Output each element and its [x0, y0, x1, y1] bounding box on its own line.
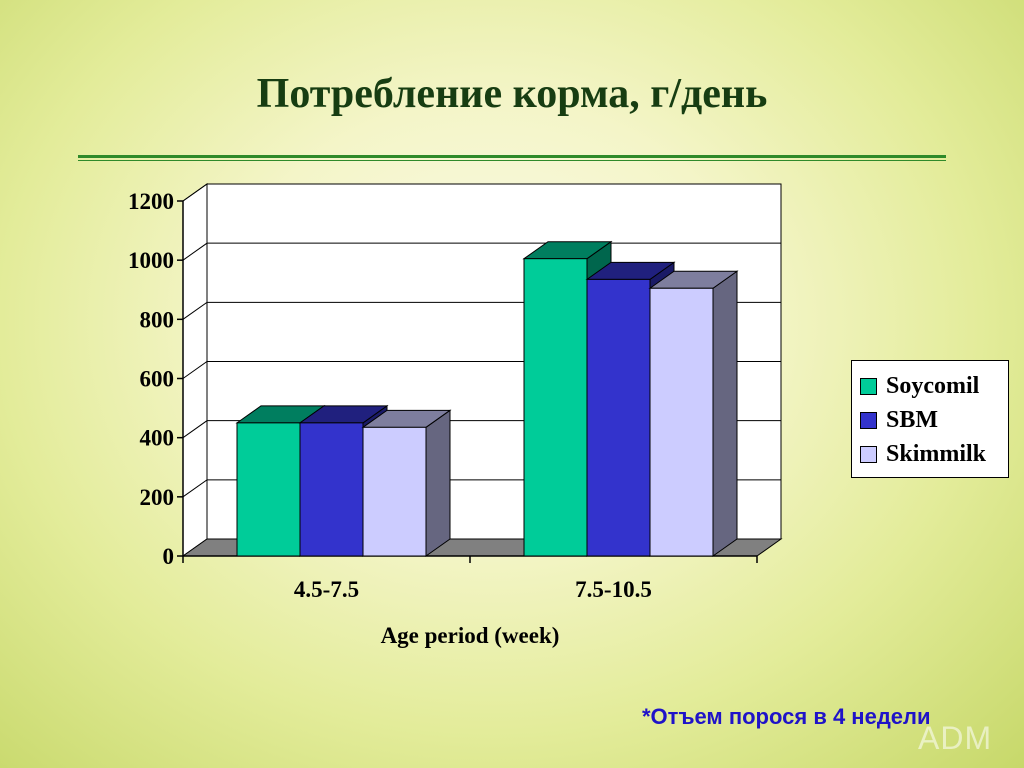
- y-tick-label: 800: [140, 307, 175, 332]
- legend-item-soycomil: Soycomil: [860, 369, 1008, 403]
- y-tick-label: 400: [140, 426, 175, 451]
- bar-front: [236, 422, 301, 557]
- legend-label-soycomil: Soycomil: [886, 372, 980, 399]
- legend-item-skimmilk: Skimmilk: [860, 437, 1008, 471]
- footnote: *Отъем порося в 4 недели: [642, 704, 931, 729]
- bar-front: [586, 278, 651, 557]
- y-tick-label: 0: [163, 544, 175, 569]
- bar-front: [523, 258, 588, 557]
- gridline: [182, 183, 781, 202]
- y-tick-label: 1000: [128, 248, 174, 273]
- chart-bars: [235, 240, 739, 557]
- legend-item-sbm: SBM: [860, 403, 1008, 437]
- bar-front: [649, 287, 714, 557]
- x-tick-label: 7.5-10.5: [575, 577, 652, 602]
- x-axis-title: Age period (week): [381, 623, 560, 648]
- x-tick-label: 4.5-7.5: [294, 577, 359, 602]
- title-divider-thin: [78, 160, 946, 161]
- slide-title: Потребление корма, г/день: [256, 71, 768, 117]
- title-divider: [78, 155, 946, 158]
- bar-skimmilk-1: [361, 409, 452, 557]
- chart-labels: 0 200 400 600 800 1000 1200 4.5-7.5 7.5-10.5 Age …: [128, 189, 652, 648]
- bar-front: [362, 426, 427, 557]
- legend-label-sbm: SBM: [886, 406, 939, 433]
- legend-label-skimmilk: Skimmilk: [886, 440, 987, 467]
- bar-skimmilk-2: [648, 270, 739, 557]
- legend-swatch-sbm: [860, 411, 877, 429]
- bar-front: [299, 422, 364, 557]
- adm-logo: ADM: [918, 720, 993, 756]
- y-tick-label: 200: [140, 485, 175, 510]
- legend-swatch-soycomil: [860, 377, 877, 395]
- bar-side: [712, 270, 738, 557]
- bar-side: [425, 409, 451, 557]
- y-tick-label: 1200: [128, 189, 174, 214]
- y-tick-label: 600: [140, 367, 175, 392]
- legend-swatch-skimmilk: [860, 445, 877, 463]
- chart-legend: Soycomil SBM Skimmilk: [851, 360, 1009, 478]
